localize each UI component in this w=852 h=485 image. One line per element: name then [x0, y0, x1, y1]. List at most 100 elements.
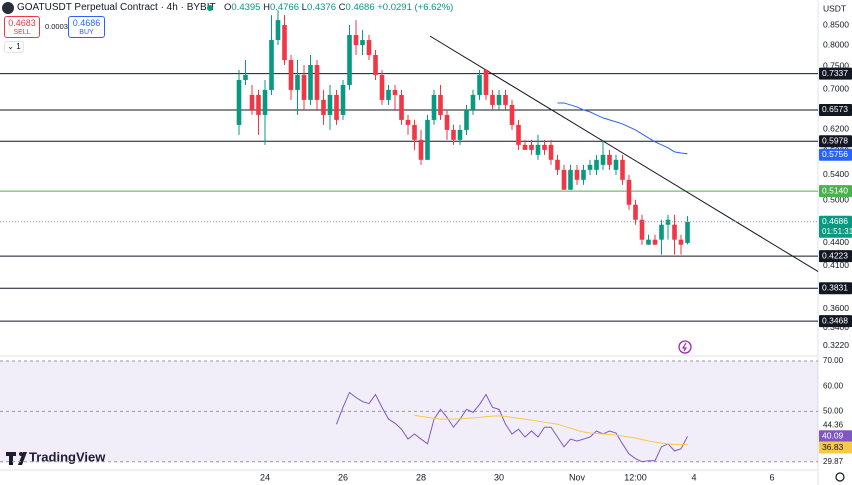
ohlc-label: O	[224, 2, 232, 13]
time-tick-label: 4	[691, 472, 696, 482]
candle-body	[542, 144, 547, 150]
level-label: 0.7337	[822, 68, 848, 78]
candle-body	[360, 40, 365, 46]
ma-label: 0.5756	[822, 149, 848, 159]
level-label-box	[819, 67, 852, 80]
level-label-box	[819, 250, 852, 263]
candle-body	[574, 169, 580, 180]
candle-body	[626, 179, 632, 205]
candle-body	[672, 224, 677, 240]
time-tick-label: 6	[769, 472, 774, 482]
candle-body	[483, 69, 489, 95]
time-tick-label: 28	[416, 472, 426, 482]
candle-body	[425, 119, 430, 160]
symbol-icon-circle	[2, 2, 14, 14]
symbol-title[interactable]: GOATUSDT Perpetual Contract · 4h · BYBIT	[17, 2, 216, 13]
last-price-label: 0.4686	[822, 216, 848, 226]
candle-body	[275, 20, 281, 41]
level-label: 0.3468	[822, 315, 848, 325]
level-label-box	[819, 103, 852, 116]
candle-body	[581, 169, 586, 180]
change: +0.0291 (+6.62%)	[377, 2, 454, 13]
time-tick-label: Nov	[569, 472, 586, 482]
candle-body	[308, 64, 313, 100]
candle-body	[600, 154, 606, 165]
sell-price: 0.4683	[8, 18, 36, 28]
candle-body	[431, 94, 437, 120]
moving-average	[557, 102, 688, 155]
logo-dot	[19, 452, 23, 456]
logo-text: TradingView	[29, 449, 106, 464]
countdown: 01:51:31	[822, 227, 852, 236]
ohlc-value: 0.4376	[306, 2, 337, 13]
ma-label-box	[819, 148, 852, 161]
ohlc-label: L	[301, 2, 307, 13]
price-tick-label: 0.4100	[823, 260, 849, 270]
ohlc-label: H	[263, 2, 270, 13]
rsi-tick-label: 29.87	[823, 457, 844, 466]
rsi-line	[336, 391, 688, 463]
market-status-dot	[207, 5, 213, 11]
rsi-tick-label: 50.00	[823, 406, 844, 415]
candle-body	[620, 159, 625, 180]
logo: TradingView	[6, 449, 106, 465]
candle-body	[321, 99, 326, 115]
candle-body	[568, 169, 573, 190]
candle-body	[288, 59, 294, 90]
buy-button[interactable]: 0.4686 BUY	[68, 16, 105, 38]
spread: 0.0003	[45, 22, 68, 31]
candle-body	[652, 239, 658, 245]
candle-body	[529, 144, 534, 150]
indicators-toggle[interactable]: ⌄ 1	[4, 41, 24, 53]
ohlc-value: 0.4395	[231, 2, 261, 13]
candle-body	[412, 124, 417, 140]
settings-icon[interactable]	[835, 472, 845, 482]
buy-price: 0.4686	[72, 18, 101, 28]
level-label: 0.4223	[822, 250, 848, 260]
time-tick-label: 12:00	[624, 472, 647, 482]
candle-body	[451, 129, 456, 140]
candle-body	[548, 144, 554, 160]
candle-body	[340, 84, 346, 115]
candle-body	[470, 94, 476, 110]
price-tick-label: 0.3600	[823, 303, 849, 313]
candle-body	[477, 74, 482, 95]
rsi-tick-label: 60.00	[823, 381, 844, 390]
candle-body	[613, 159, 619, 170]
time-tick-label: 30	[494, 472, 504, 482]
buy-label: BUY	[79, 29, 94, 36]
candle-body	[418, 139, 424, 160]
candle-body	[249, 94, 255, 110]
level-label: 0.6573	[822, 104, 848, 114]
candle-body	[334, 94, 339, 120]
trendline	[429, 35, 819, 273]
candle-body	[496, 94, 502, 105]
sell-button[interactable]: 0.4683 SELL	[4, 16, 40, 38]
level-label-box	[819, 185, 852, 198]
price-tick-label: 0.3220	[823, 340, 849, 350]
time-tick-label: 26	[338, 472, 348, 482]
rsi-value-label-box	[819, 441, 852, 454]
indicators-count: 1	[16, 42, 21, 51]
candle-body	[405, 119, 411, 125]
chevron: ⌄	[7, 42, 14, 51]
ohlc-value: 0.4766	[269, 2, 300, 13]
candle-body	[678, 239, 684, 245]
candle-body	[379, 74, 385, 100]
price-tick-label: 0.8500	[823, 19, 849, 29]
candle-body	[464, 109, 469, 130]
price-tick-label: 0.6200	[823, 124, 849, 134]
candle-body	[327, 94, 333, 115]
price-tick-label: 0.4400	[823, 237, 849, 247]
level-label: 0.3831	[822, 283, 848, 293]
candle-body	[646, 239, 651, 245]
alert-icon[interactable]	[678, 340, 692, 354]
candle-body	[503, 94, 508, 105]
rsi-tick-label: 70.00	[823, 356, 844, 365]
rsi-value-label-box	[819, 430, 852, 443]
candle-body	[373, 55, 378, 75]
candle-body	[555, 159, 560, 170]
candle-body	[392, 89, 398, 95]
